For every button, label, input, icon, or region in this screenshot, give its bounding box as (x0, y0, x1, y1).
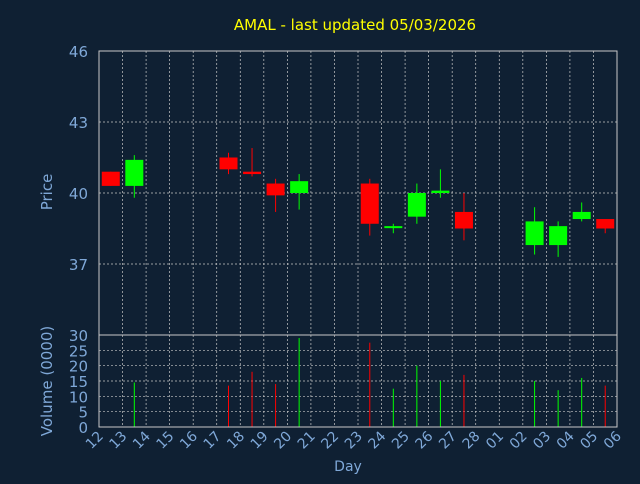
x-tick-label: 22 (318, 429, 342, 453)
x-tick-label: 04 (554, 428, 578, 452)
candle-body (266, 183, 285, 196)
volume-tick-label: 0 (78, 419, 88, 437)
x-tick-label: 27 (436, 429, 460, 453)
volume-tick-label: 10 (69, 388, 88, 406)
volume-tick-label: 20 (69, 358, 88, 376)
x-tick-label: 23 (342, 429, 366, 453)
x-tick-label: 15 (154, 429, 178, 453)
x-tick-label: 16 (177, 428, 201, 452)
x-tick-label: 13 (106, 429, 130, 453)
volume-tick-label: 25 (69, 342, 88, 360)
chart-title: AMAL - last updated 05/03/2026 (234, 16, 476, 34)
price-axis-label: Price (38, 174, 56, 211)
x-tick-label: 20 (271, 429, 295, 453)
volume-tick-label: 30 (69, 327, 88, 345)
x-tick-label: 25 (389, 429, 413, 453)
volume-tick-label: 15 (69, 373, 88, 391)
candle-body (219, 157, 238, 170)
volume-axis-label: Volume (0000) (38, 326, 56, 436)
candle-body (549, 226, 568, 246)
x-tick-label: 01 (483, 429, 507, 453)
x-tick-label: 24 (365, 428, 389, 452)
candles-layer (101, 148, 615, 257)
price-tick-label: 43 (69, 114, 88, 132)
candle-body (360, 183, 379, 224)
x-tick-label: 19 (248, 429, 272, 453)
volume-grid (98, 334, 618, 428)
x-axis: 12 13 14 15 16 17 18 19 20 21 22 23 24 25 26 27 28 01 02 03… (83, 428, 625, 452)
candle-body (596, 219, 615, 229)
x-tick-label: 14 (130, 428, 154, 452)
price-grid (98, 50, 618, 335)
x-tick-label: 05 (577, 429, 601, 453)
price-tick-label: 40 (69, 185, 88, 203)
plot-frames (98, 50, 618, 428)
x-tick-label: 21 (295, 429, 319, 453)
price-tick-label: 37 (69, 256, 88, 274)
candle-body (101, 171, 120, 186)
price-tick-label: 46 (69, 43, 88, 61)
x-tick-label: 28 (460, 429, 484, 453)
x-tick-label: 18 (224, 429, 248, 453)
candle-body (290, 181, 309, 193)
x-tick-label: 17 (201, 429, 225, 453)
candle-body (454, 211, 473, 229)
volume-bars-layer (133, 338, 606, 427)
x-tick-label: 03 (530, 429, 554, 453)
candle-body (125, 159, 144, 186)
candle-body (525, 221, 544, 246)
x-tick-label: 26 (413, 428, 437, 452)
candle-body (572, 211, 591, 220)
candle-body (407, 193, 426, 217)
candle-body (243, 171, 262, 175)
candle-body (384, 226, 403, 229)
x-tick-label: 02 (507, 429, 531, 453)
x-tick-label: 06 (601, 428, 625, 452)
volume-tick-label: 5 (78, 404, 88, 422)
volume-plot-frame (98, 334, 618, 428)
candle-body (431, 190, 450, 193)
x-axis-label: Day (334, 459, 362, 475)
price-y-axis: 37 40 43 46 (69, 43, 88, 274)
